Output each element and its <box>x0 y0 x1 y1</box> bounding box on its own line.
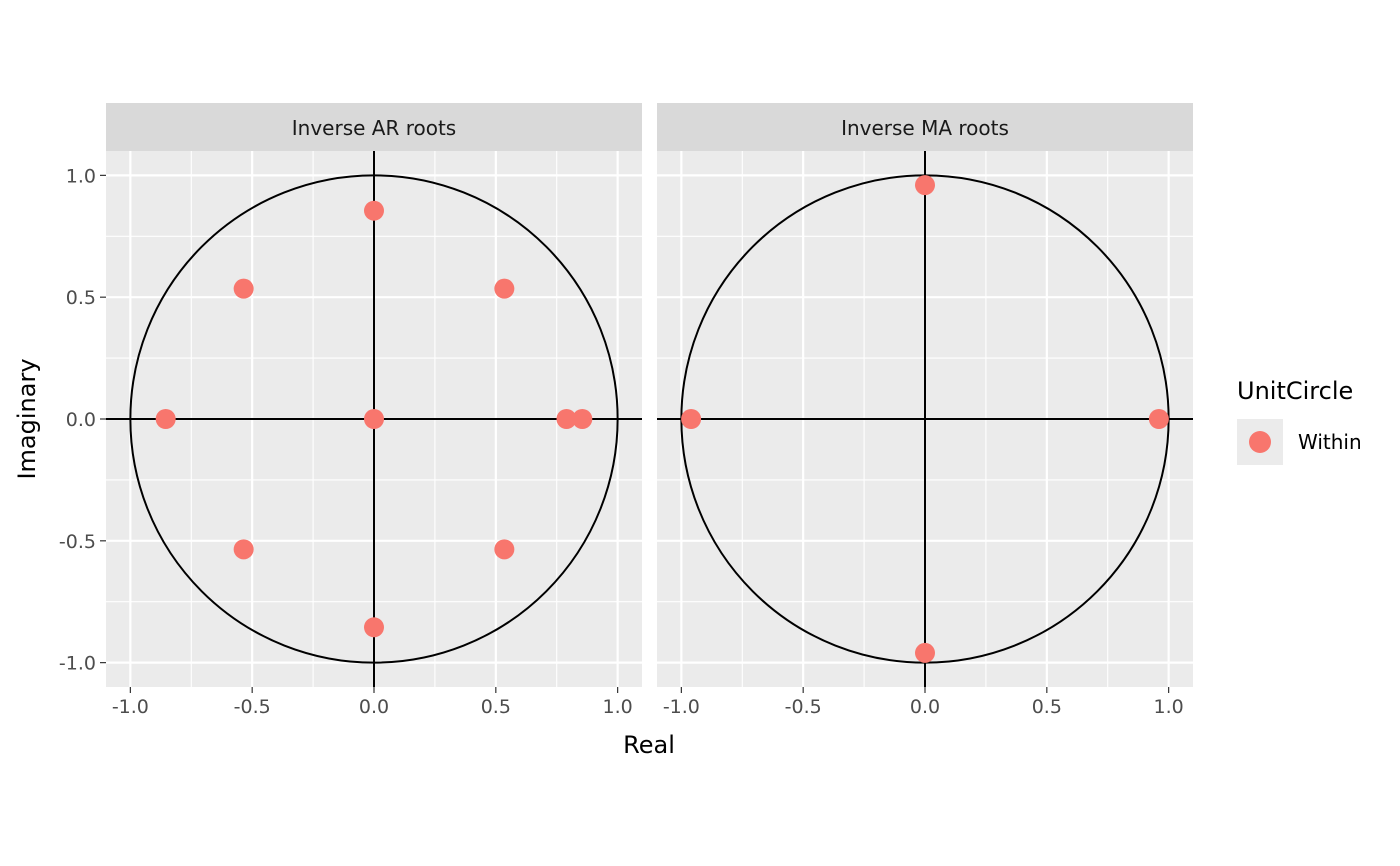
data-point <box>494 278 515 299</box>
y-tick-label: 0.0 <box>66 409 96 431</box>
x-tick-label: -0.5 <box>785 696 822 718</box>
x-tick-label: 0.5 <box>1032 696 1062 718</box>
facet-strip-title: Inverse MA roots <box>841 116 1009 140</box>
facet-strip-title: Inverse AR roots <box>292 116 456 140</box>
data-point <box>1148 409 1169 429</box>
data-point <box>155 409 176 429</box>
x-tick-label: 1.0 <box>603 696 633 718</box>
y-tick-label: -1.0 <box>59 653 96 675</box>
data-point <box>233 539 254 560</box>
legend-label-within: Within <box>1298 430 1362 454</box>
data-point <box>364 617 384 638</box>
x-axis-title: Real <box>623 731 675 759</box>
data-point <box>494 539 515 560</box>
unit-circle <box>129 174 619 664</box>
x-tick-label: -0.5 <box>234 696 271 718</box>
x-tick-label: 0.5 <box>481 696 511 718</box>
data-point <box>915 175 935 196</box>
legend-title: UnitCircle <box>1237 377 1353 405</box>
x-tick-label: -1.0 <box>112 696 149 718</box>
data-point <box>915 642 935 663</box>
x-tick-label: 0.0 <box>910 696 940 718</box>
data-point <box>364 200 384 221</box>
axes: Real Imaginary <box>13 358 675 759</box>
facet-strip <box>657 103 1193 151</box>
data-point <box>364 409 384 429</box>
facet-panel-1: Inverse AR roots -1.0 -0.5 0.0 0.5 1.0 -1.0 -0.… <box>59 103 642 718</box>
facet-strip <box>106 103 642 151</box>
y-axis-title: Imaginary <box>13 358 41 479</box>
y-tick-label: 0.5 <box>66 287 96 309</box>
legend-key-point <box>1249 431 1271 453</box>
x-tick-label: 1.0 <box>1154 696 1184 718</box>
legend: UnitCircle Within <box>1237 377 1362 465</box>
data-point <box>233 278 254 299</box>
x-tick-label: 0.0 <box>359 696 389 718</box>
x-tick-label: -1.0 <box>663 696 700 718</box>
y-tick-label: -0.5 <box>59 531 96 553</box>
y-tick-label: 1.0 <box>66 165 96 187</box>
data-point <box>681 409 702 429</box>
data-point <box>572 409 593 429</box>
facet-panel-2: Inverse MA roots -1.0 -0.5 0.0 0.5 1.0 <box>657 103 1193 718</box>
facet-panels: Inverse AR roots -1.0 -0.5 0.0 0.5 1.0 -1.0 -0.… <box>59 103 1193 718</box>
data-point <box>556 409 577 429</box>
